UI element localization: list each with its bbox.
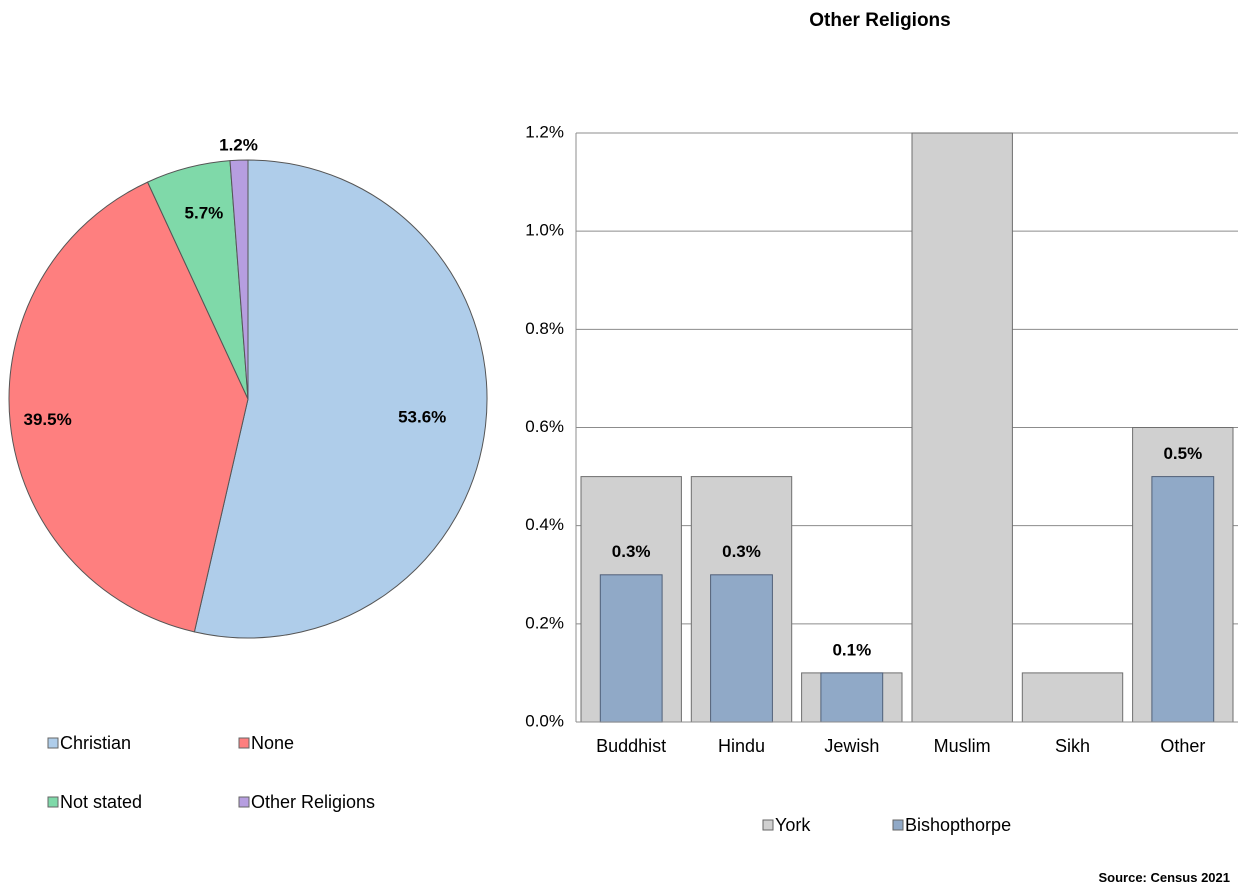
x-tick-label-jewish: Jewish (824, 736, 879, 756)
legend-label-other-religions: Other Religions (251, 792, 375, 812)
y-tick-label: 0.8% (525, 319, 564, 338)
data-label-other: 0.5% (1163, 444, 1202, 463)
pie-label-none: 39.5% (23, 410, 71, 429)
x-tick-label-muslim: Muslim (934, 736, 991, 756)
pie-label-christian: 53.6% (398, 407, 446, 426)
legend-swatch-bishopthorpe (892, 819, 904, 831)
bar-chart-title: Other Religions (809, 10, 951, 31)
legend-label-not-stated: Not stated (60, 792, 142, 812)
data-label-buddhist: 0.3% (612, 542, 651, 561)
source-note: Source: Census 2021 (1098, 870, 1230, 885)
y-tick-label: 0.2% (525, 613, 564, 632)
x-tick-label-sikh: Sikh (1055, 736, 1090, 756)
y-tick-label: 0.4% (525, 515, 564, 534)
bar-bishopthorpe-other (1151, 476, 1215, 723)
legend-label-none: None (251, 733, 294, 753)
pie-legend: Christian None Not stated Other Religions (47, 733, 375, 812)
pie-chart: 53.6% 39.5% 5.7% 1.2% (8, 135, 488, 639)
legend-swatch-none (238, 737, 250, 749)
pie-label-not-stated: 5.7% (185, 203, 224, 222)
legend-swatch-christian (47, 737, 59, 749)
bar-bishopthorpe-buddhist (599, 574, 663, 723)
y-tick-label: 0.6% (525, 417, 564, 436)
legend-swatch-other-religions (238, 796, 250, 808)
pie-label-other-religions: 1.2% (219, 135, 258, 154)
bar-york-sikh (1021, 672, 1124, 723)
data-label-jewish: 0.1% (832, 640, 871, 659)
legend-label-christian: Christian (60, 733, 131, 753)
bar-bishopthorpe-jewish (820, 672, 884, 723)
pie-slice-none (8, 181, 249, 633)
x-tick-label-other: Other (1160, 736, 1205, 756)
bar-york-muslim (911, 132, 1013, 723)
legend-label-bishopthorpe: Bishopthorpe (905, 815, 1011, 835)
y-tick-label: 0.0% (525, 711, 564, 730)
y-tick-label: 1.0% (525, 221, 564, 240)
data-label-hindu: 0.3% (722, 542, 761, 561)
pie-slice-christian (193, 159, 488, 639)
y-tick-label: 1.2% (525, 122, 564, 141)
x-tick-label-hindu: Hindu (718, 736, 765, 756)
legend-swatch-york (762, 819, 774, 831)
bar-chart: 0.0% 0.2% 0.4% 0.6% 0.8% 1.0% 1.2% 0.3% Buddhist… (525, 122, 1238, 756)
pie-slice-other-religions (229, 159, 249, 400)
legend-swatch-not-stated (47, 796, 59, 808)
legend-label-york: York (775, 815, 811, 835)
x-tick-label-buddhist: Buddhist (596, 736, 666, 756)
bar-bishopthorpe-hindu (710, 574, 773, 723)
bar-legend: York Bishopthorpe (762, 815, 1011, 835)
